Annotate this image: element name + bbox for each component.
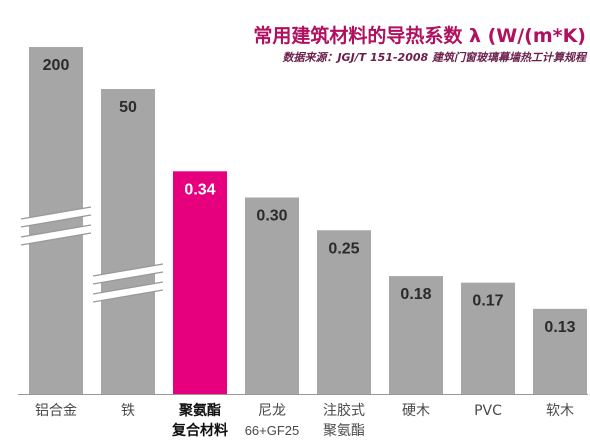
bars-group: 200 50 0.34 0.30 0.25 0.18 0.17 0.13 [20, 47, 587, 394]
axis-break-edge [20, 214, 92, 228]
axis-break-mark [20, 207, 92, 227]
value-label: 0.25 [328, 240, 359, 257]
category-label: 注胶式 [323, 402, 365, 419]
category-label: 软木 [546, 403, 574, 419]
category-label: 铝合金 [35, 403, 77, 419]
value-label: 0.13 [544, 319, 575, 336]
value-label: 0.17 [472, 293, 503, 310]
axis-break-edge [92, 289, 164, 303]
axis-break-edge [92, 281, 164, 295]
bar-1 [101, 89, 155, 394]
bar-4 [317, 230, 371, 394]
category-label: 硬木 [402, 403, 430, 419]
value-label: 200 [43, 57, 70, 74]
category-labels-group: 铝合金铁聚氨酯复合材料尼龙66+GF25注胶式聚氨酯硬木 PVC 软木 [35, 402, 574, 439]
value-label: 50 [119, 99, 137, 116]
value-label: 0.18 [400, 286, 431, 303]
category-label: 尼龙 [258, 403, 286, 419]
bar-2 [173, 171, 227, 394]
axis-break-edge [20, 206, 92, 220]
category-label: 铁 [121, 403, 135, 419]
bar-7 [533, 308, 587, 394]
axis-break-edge [92, 271, 164, 285]
category-label: 复合材料 [171, 422, 228, 439]
bar-3 [245, 197, 299, 394]
axis-break-mark [92, 282, 164, 302]
value-label: 0.34 [184, 181, 215, 198]
value-label: 0.30 [256, 208, 287, 225]
axis-break-mark [20, 225, 92, 245]
bar-6 [461, 282, 515, 394]
bar-5 [389, 276, 443, 394]
chart-subtitle: 数据来源：JGJ/T 151-2008 建筑门窗玻璃幕墙热工计算规程 [282, 51, 588, 64]
category-label: 聚氨酯 [178, 402, 221, 419]
axis-break-edge [20, 232, 92, 246]
category-label: PVC [474, 403, 502, 419]
category-label: 聚氨酯 [323, 423, 365, 439]
axis-break-mark [92, 264, 164, 284]
chart-title: 常用建筑材料的导热系数 λ (W/(m*K) [253, 24, 586, 47]
axis-break-edge [20, 224, 92, 238]
category-label: 66+GF25 [245, 423, 300, 438]
axis-break-edge [92, 263, 164, 277]
